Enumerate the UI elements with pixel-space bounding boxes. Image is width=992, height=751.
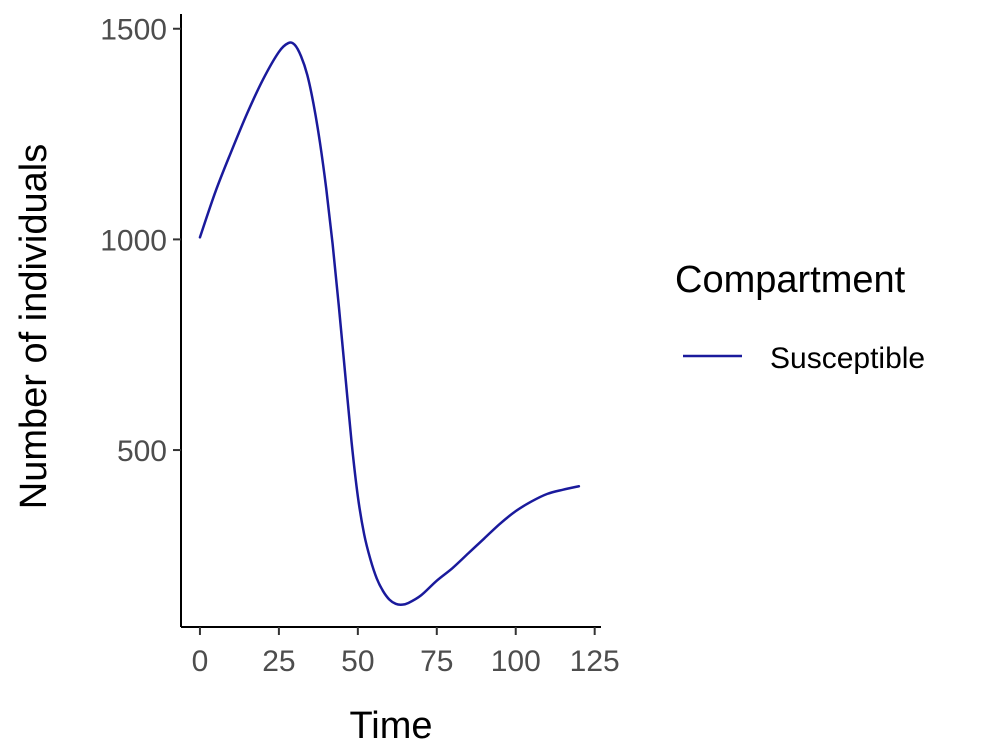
series-line-susceptible <box>198 41 581 606</box>
plot-area: 0 25 50 75 100 125 500 1000 1500 <box>100 14 619 678</box>
x-tick-label: 50 <box>341 645 374 678</box>
y-tick-label: 1000 <box>100 224 167 257</box>
x-tick-label: 100 <box>491 645 541 678</box>
y-tick-label: 1500 <box>100 14 167 47</box>
y-axis-ticks: 500 1000 1500 <box>100 14 181 468</box>
y-axis-title: Number of individuals <box>13 144 55 509</box>
x-tick-label: 75 <box>420 645 453 678</box>
x-axis-title: Time <box>349 705 432 747</box>
x-tick-label: 125 <box>570 645 620 678</box>
legend-title: Compartment <box>675 259 906 301</box>
x-tick-label: 0 <box>192 645 209 678</box>
legend-label-susceptible: Susceptible <box>770 342 925 375</box>
series-layer <box>198 41 581 606</box>
x-tick-label: 25 <box>262 645 295 678</box>
x-axis-ticks: 0 25 50 75 100 125 <box>192 627 620 678</box>
legend: Compartment Susceptible <box>675 259 925 375</box>
y-tick-label: 500 <box>117 435 167 468</box>
